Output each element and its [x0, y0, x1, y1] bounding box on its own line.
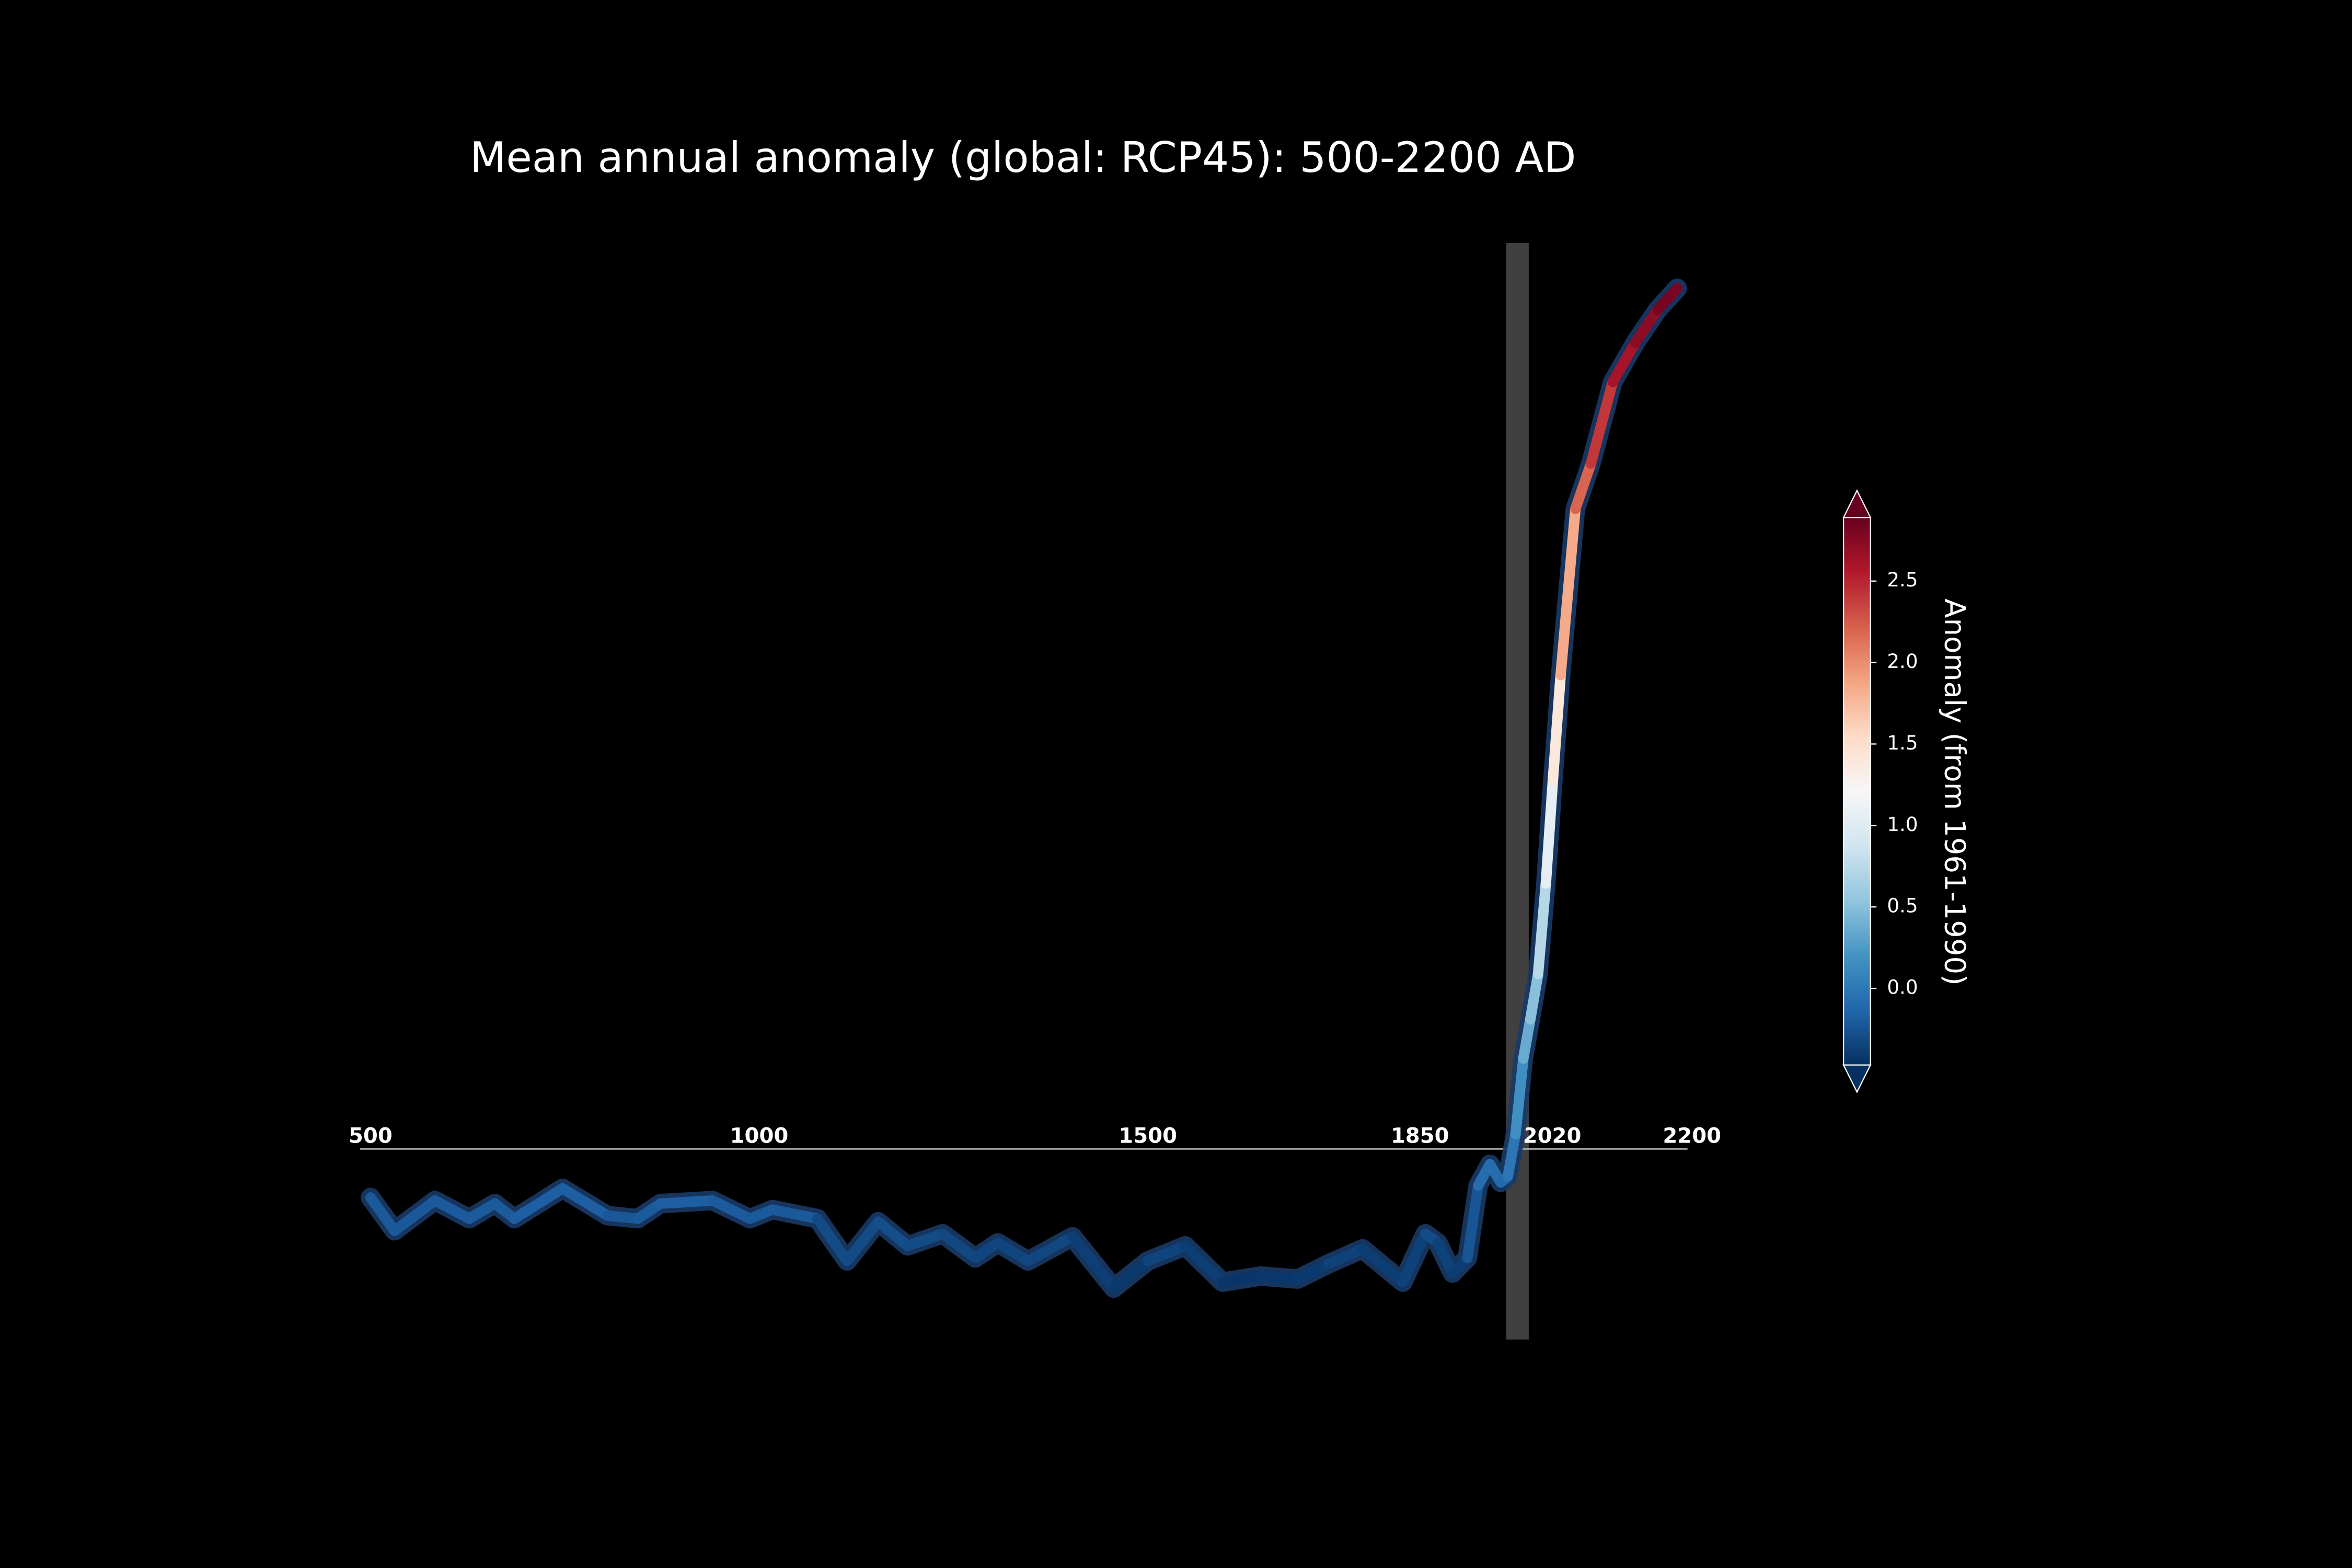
line-segment	[1462, 1180, 1484, 1263]
line-segment	[1180, 1240, 1228, 1288]
colorbar-tick-label: 1.0	[1887, 813, 1918, 836]
line-segment	[1510, 1053, 1529, 1139]
colorbar-tick-label: 2.0	[1887, 650, 1918, 673]
line-segment	[1525, 969, 1543, 1025]
x-tick-label: 1850	[1391, 1124, 1449, 1148]
line-segment	[1652, 283, 1683, 315]
line-segment	[1555, 503, 1581, 681]
chart-title: Mean annual anomaly (global: RCP45): 500…	[470, 133, 1576, 182]
line-segment	[1630, 304, 1663, 348]
line-segment	[1357, 1243, 1409, 1288]
x-tick-label: 1000	[730, 1124, 789, 1148]
line-segment	[707, 1195, 755, 1224]
colorbar-top-arrow	[1842, 489, 1872, 518]
line-segment	[1323, 1243, 1368, 1270]
colorbar-outline	[1842, 517, 1871, 1065]
x-tick-label: 500	[349, 1124, 393, 1148]
line-segment	[509, 1183, 568, 1224]
colorbar-label: Anomaly (from 1961-1990)	[1938, 598, 1971, 985]
colorbar-bottom-arrow	[1842, 1064, 1872, 1093]
line-segment	[1570, 458, 1596, 514]
line-segment	[1293, 1259, 1334, 1285]
line-segment	[1607, 337, 1641, 387]
line-segment	[389, 1195, 441, 1236]
line-segment	[1432, 1237, 1458, 1278]
line-segment	[1217, 1271, 1266, 1288]
colorbar-tick-label: 1.5	[1887, 731, 1918, 754]
line-segment	[1108, 1255, 1154, 1294]
line-segment	[655, 1195, 718, 1209]
line-segment	[993, 1237, 1034, 1266]
colorbar-tick-label: 0.5	[1887, 894, 1918, 917]
line-segment	[812, 1213, 852, 1266]
line-segment	[1585, 376, 1618, 469]
line-segment	[1023, 1231, 1078, 1266]
x-tick-label: 2020	[1523, 1124, 1582, 1148]
line-segment	[1143, 1240, 1191, 1266]
line-segment	[873, 1216, 913, 1251]
line-segment	[841, 1216, 884, 1266]
line-segment	[902, 1228, 948, 1251]
line-segment	[365, 1192, 400, 1236]
colorbar-tick-label: 2.5	[1887, 568, 1918, 591]
line-segment	[1255, 1271, 1304, 1285]
line-segment	[1532, 878, 1551, 979]
line-segment	[937, 1228, 981, 1263]
line-segment	[767, 1204, 823, 1224]
line-segment	[1540, 775, 1559, 889]
colorbar	[1843, 517, 1871, 1065]
x-tick-label: 1500	[1119, 1124, 1177, 1148]
line-segment	[430, 1195, 475, 1224]
x-tick-label: 2200	[1663, 1124, 1721, 1148]
colorbar-tick-label: 0.0	[1887, 976, 1918, 999]
line-glow	[361, 278, 1687, 1298]
line-segment	[1397, 1228, 1431, 1288]
line-segment	[1547, 670, 1566, 786]
line-segment	[557, 1183, 613, 1221]
line-segment	[1502, 1128, 1521, 1182]
line-segment	[1067, 1231, 1119, 1294]
line-segment	[1518, 1014, 1536, 1064]
